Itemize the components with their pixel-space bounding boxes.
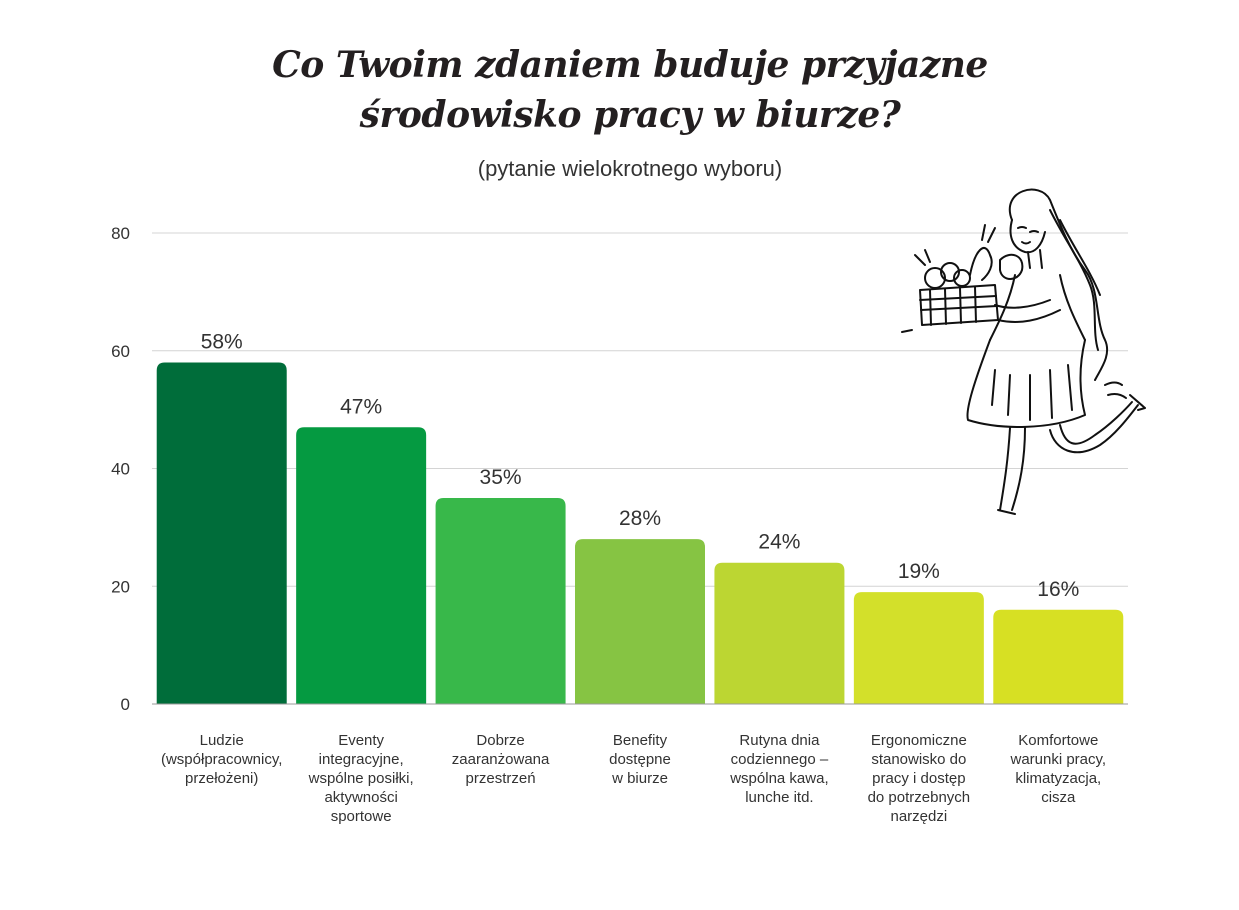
data-label: 47% <box>340 395 382 418</box>
x-category-label-line: aktywności <box>324 789 397 806</box>
x-category-label-line: cisza <box>1041 789 1076 806</box>
x-category-label: Ergonomiczne stanowisko do pracy i dostęp d… <box>868 732 971 825</box>
x-category-label-line: lunche itd. <box>745 789 813 806</box>
x-category-label-line: Ergonomiczne <box>871 732 967 749</box>
x-category-label-line: Komfortowe <box>1018 732 1098 749</box>
x-category-label: Komfortowe warunki pracy, klimatyzacja, cis… <box>1009 732 1106 806</box>
x-category-label-line: do potrzebnych <box>868 789 971 806</box>
woman-with-basket-illustration <box>901 188 1146 515</box>
x-category-label-line: pracy i dostęp <box>872 770 965 787</box>
x-category-label: Eventy integracyjne, wspólne posiłki, aktyw… <box>308 732 414 825</box>
y-tick-label: 80 <box>111 224 130 243</box>
x-category-label: Benefity dostępne w biurze <box>609 732 671 787</box>
x-category-label-line: stanowisko do <box>871 751 966 768</box>
x-category-label-line: Eventy <box>338 732 384 749</box>
x-category-label-line: warunki pracy, <box>1009 751 1106 768</box>
x-category-label-line: Benefity <box>613 732 668 749</box>
bar <box>714 562 845 704</box>
x-category-label-line: sportowe <box>331 808 392 825</box>
chart-title: Co Twoim zdaniem buduje przyjazne środow… <box>180 40 1080 140</box>
x-category-label: Ludzie (współpracownicy, przełożeni) <box>161 732 282 787</box>
bar <box>296 427 427 704</box>
x-category-label-line: Ludzie <box>200 732 244 749</box>
data-label: 35% <box>480 466 522 489</box>
x-category-label-line: dostępne <box>609 751 671 768</box>
data-label: 16% <box>1037 578 1079 601</box>
x-category-label-line: (współpracownicy, <box>161 751 282 768</box>
x-category-label-line: przestrzeń <box>466 770 536 787</box>
chart-title-line-1: Co Twoim zdaniem buduje przyjazne <box>272 44 988 86</box>
bar <box>853 592 984 704</box>
x-category-label-line: klimatyzacja, <box>1015 770 1101 787</box>
y-tick-label: 60 <box>111 342 130 361</box>
x-category-label-line: narzędzi <box>891 808 948 825</box>
y-tick-label: 20 <box>111 577 130 596</box>
y-tick-label: 0 <box>121 695 130 714</box>
x-category-label: Dobrze zaaranżowana przestrzeń <box>452 732 550 787</box>
data-label: 58% <box>201 331 243 354</box>
x-category-label: Rutyna dnia codziennego – wspólna kawa, lun… <box>729 732 829 806</box>
x-category-label-line: codziennego – <box>731 751 829 768</box>
data-label: 19% <box>898 560 940 583</box>
x-category-label-line: integracyjne, <box>319 751 404 768</box>
x-category-label-line: wspólne posiłki, <box>308 770 414 787</box>
x-category-label-line: w biurze <box>611 770 668 787</box>
chart-title-line-2: środowisko pracy w biurze? <box>359 94 901 136</box>
x-category-label-line: Rutyna dnia <box>739 732 820 749</box>
chart-subtitle: (pytanie wielokrotnego wyboru) <box>477 156 783 181</box>
bar <box>156 362 287 704</box>
bar <box>435 497 566 704</box>
y-tick-label: 40 <box>111 460 130 479</box>
bar <box>575 539 705 704</box>
data-label: 24% <box>758 531 800 554</box>
x-category-label-line: przełożeni) <box>185 770 258 787</box>
data-label: 28% <box>619 507 661 530</box>
x-category-label-line: Dobrze <box>476 732 524 749</box>
x-category-label-line: wspólna kawa, <box>729 770 828 787</box>
bar <box>993 609 1124 704</box>
x-category-label-line: zaaranżowana <box>452 751 550 768</box>
